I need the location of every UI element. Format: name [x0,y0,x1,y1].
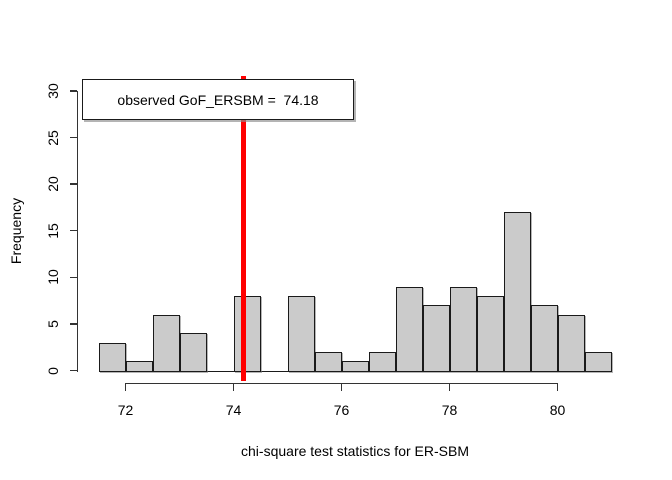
legend-box: observed GoF_ERSBM = 74.18 [82,79,354,120]
x-axis-tick-label: 76 [333,402,350,418]
y-axis-tick-label: 15 [45,222,61,239]
histogram-bar [125,361,153,372]
x-axis-title: chi-square test statistics for ER-SBM [241,443,469,459]
x-axis-tick [556,382,559,391]
histogram-bar [395,286,423,372]
x-axis-tick [124,382,127,391]
histogram-bar [98,342,126,372]
y-axis-tick [70,90,77,92]
histogram-bar [233,295,261,372]
histogram-bar [179,333,207,372]
histogram-bar [503,212,531,372]
observed-value-line [240,76,246,381]
histogram-bar [449,286,477,372]
histogram-bar [557,314,585,372]
x-axis-tick-label: 74 [225,402,242,418]
histogram-bar [476,295,504,372]
histogram-bar [422,305,450,372]
histogram-bar [287,295,315,372]
y-axis-line [76,90,78,372]
y-axis-tick-label: 5 [45,319,61,328]
y-axis-tick [70,229,77,232]
y-axis-tick-label: 20 [45,176,61,192]
legend-label: observed GoF_ERSBM = 74.18 [117,91,319,108]
x-axis-tick-label: 80 [549,402,566,418]
histogram-bar [368,351,396,372]
y-axis-tick [70,136,77,139]
histogram-bar [584,351,612,372]
y-axis-tick [70,369,77,372]
histogram-bar [341,361,369,372]
y-axis-title: Frequency [8,197,24,265]
y-axis-tick-label: 10 [45,269,61,286]
x-axis-tick-label: 72 [117,402,134,418]
histogram-bar [314,351,342,372]
histogram-bar [152,314,180,372]
y-axis-tick-label: 25 [45,129,61,146]
x-axis-tick [232,382,235,391]
y-axis-tick-label: 0 [45,366,61,375]
y-axis-tick-label: 30 [45,83,61,99]
y-axis-tick [70,323,77,325]
x-axis-tick [340,382,343,391]
x-axis-tick-label: 78 [441,402,458,418]
x-axis-tick [448,382,451,391]
y-axis-tick [70,276,77,279]
histogram-bar [530,305,558,372]
y-axis-tick [70,183,77,185]
